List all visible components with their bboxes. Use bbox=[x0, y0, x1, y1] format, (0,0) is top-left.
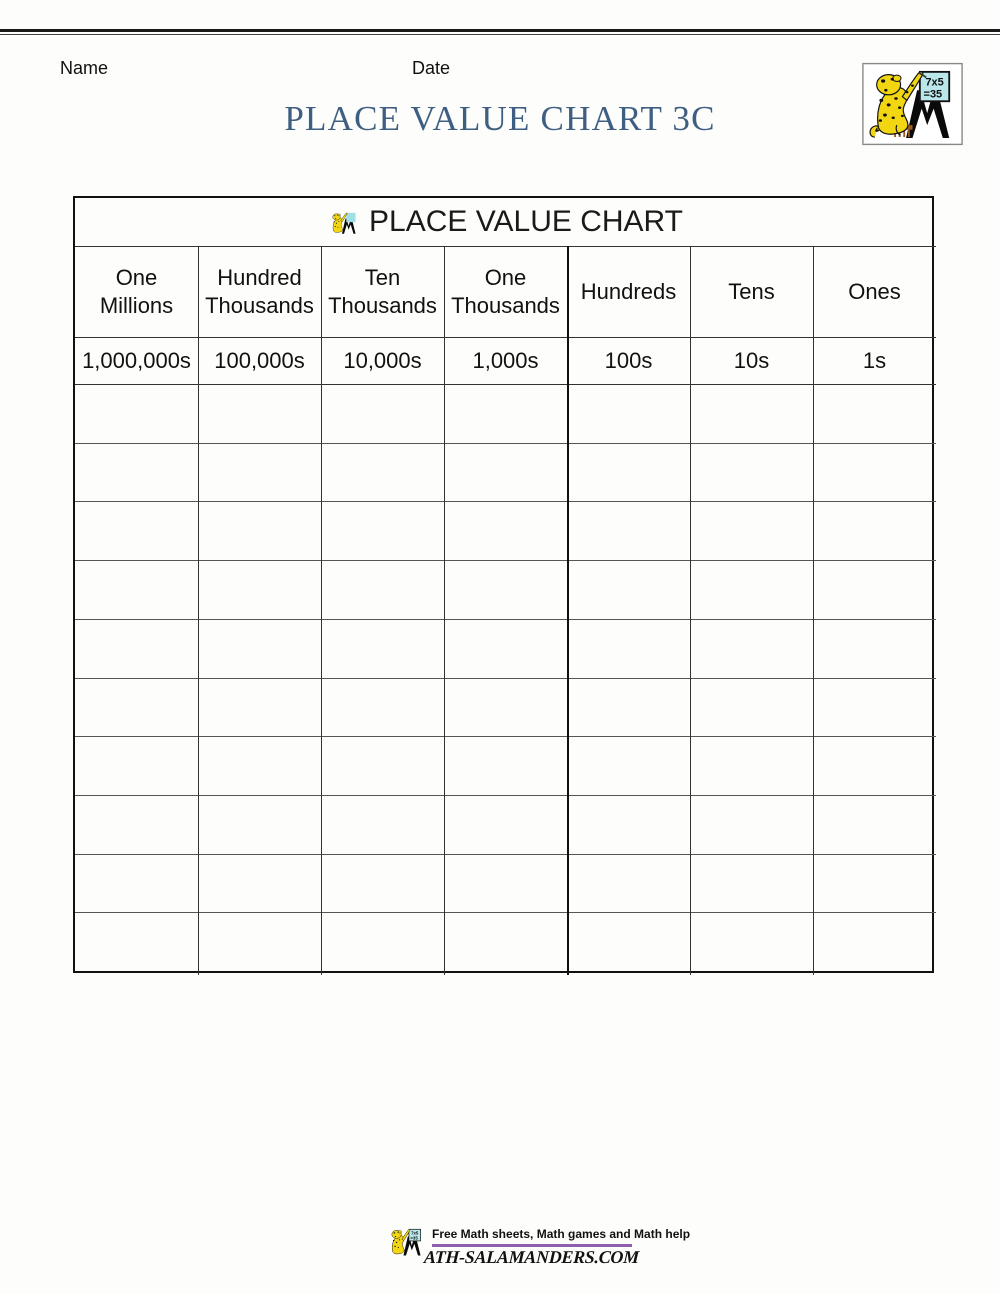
svg-text:7x5: 7x5 bbox=[925, 77, 943, 89]
svg-text:=35: =35 bbox=[410, 1235, 418, 1240]
svg-text:=35: =35 bbox=[924, 89, 943, 101]
svg-text:7x5: 7x5 bbox=[411, 1231, 419, 1236]
